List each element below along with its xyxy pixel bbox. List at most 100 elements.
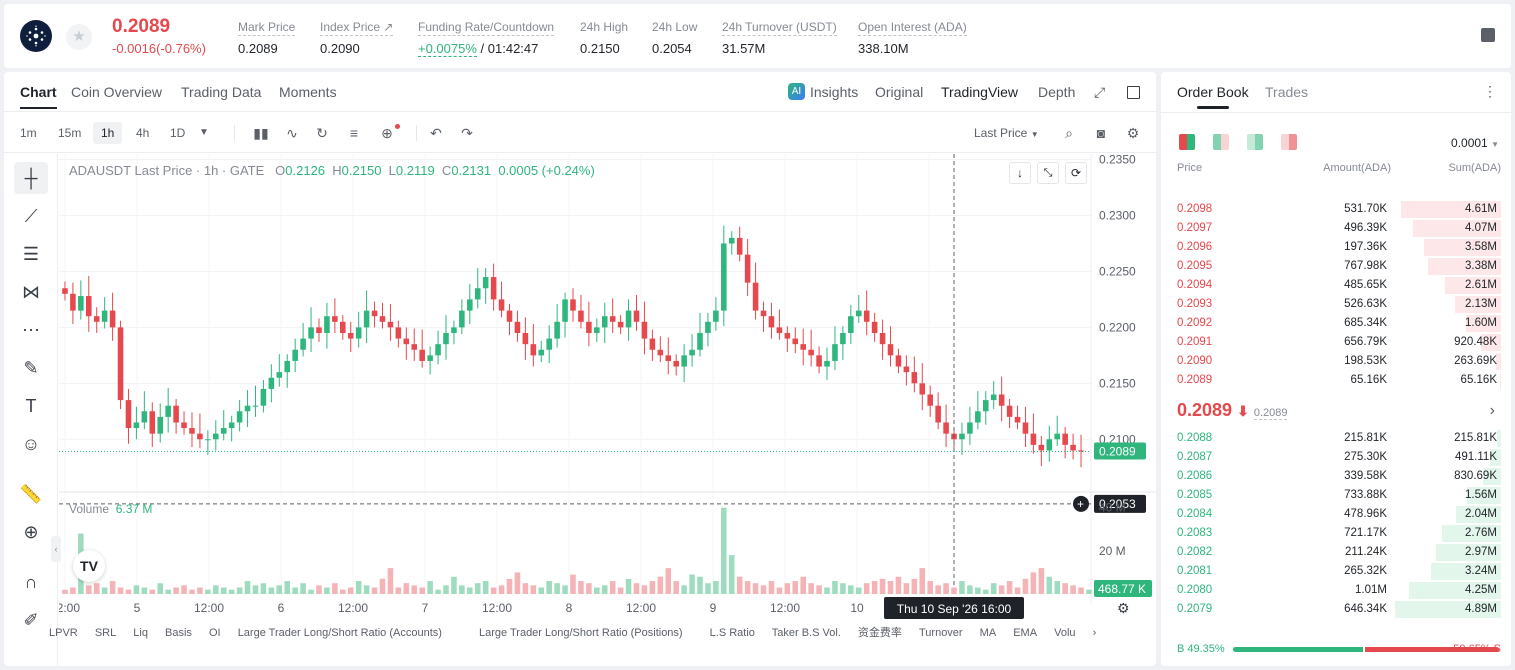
pattern-tool-icon[interactable]: ⋈ <box>22 282 40 302</box>
replay-icon[interactable]: ↻ <box>316 125 328 141</box>
ask-row[interactable]: 0.2089 65.16K 65.16K <box>1161 371 1511 390</box>
ask-row[interactable]: 0.2093 526.63K 2.13M <box>1161 295 1511 314</box>
tick-size-select[interactable]: 0.0001 ▼ <box>1451 136 1499 150</box>
collapse-left-icon[interactable]: ‹ <box>51 536 61 562</box>
magnet-tool-icon[interactable]: ∩ <box>24 572 38 592</box>
chart-area[interactable]: 0.2350 0.2300 0.2250 0.2200 0.2150 0.2100 0.20… <box>51 154 1156 666</box>
depth-bar <box>1424 239 1501 256</box>
bid-row[interactable]: 0.2079 646.34K 4.89M <box>1161 600 1511 619</box>
stat-index-price[interactable]: Index Price ↗ 0.2090 <box>320 20 394 56</box>
projection-tool-icon[interactable]: ⋯ <box>22 320 40 340</box>
price-type-select[interactable]: Last Price ▼ <box>974 126 1039 140</box>
document-icon[interactable] <box>1481 28 1495 42</box>
search-icon[interactable]: ⌕ <box>1065 125 1073 141</box>
layout-bids-icon[interactable] <box>1213 134 1229 150</box>
indicator-item[interactable]: LPVR <box>49 627 78 639</box>
indicator-item[interactable]: Liq <box>133 627 148 639</box>
emoji-tool-icon[interactable]: ☺ <box>21 434 41 454</box>
refresh-icon[interactable]: ⟳ <box>1065 162 1087 184</box>
amount-cell: 721.17K <box>1344 527 1387 539</box>
bid-row[interactable]: 0.2083 721.17K 2.76M <box>1161 524 1511 543</box>
indicator-item[interactable]: Volu <box>1054 627 1076 639</box>
ask-row[interactable]: 0.2090 198.53K 263.69K <box>1161 352 1511 371</box>
indicators-icon[interactable]: ∿ <box>286 125 298 141</box>
fib-tool-icon[interactable]: ☰ <box>22 244 40 264</box>
timeframe-4h[interactable]: 4h <box>136 126 150 140</box>
timeframe-1h[interactable]: 1h <box>93 122 123 144</box>
templates-icon[interactable]: ≡ <box>349 125 359 141</box>
ruler-tool-icon[interactable]: 📏 <box>19 484 43 504</box>
bid-row[interactable]: 0.2087 275.30K 491.11K <box>1161 448 1511 467</box>
camera-icon[interactable]: ◙ <box>1096 125 1106 141</box>
ask-row[interactable]: 0.2097 496.39K 4.07M <box>1161 219 1511 238</box>
ask-row[interactable]: 0.2098 531.70K 4.61M <box>1161 200 1511 219</box>
candlestick-chart[interactable]: 0.23500.23000.22500.22000.21500.21000.20… <box>59 154 1156 624</box>
indicator-item[interactable]: MA <box>979 627 997 639</box>
zoom-in-tool-icon[interactable]: ⊕ <box>23 522 39 542</box>
mid-price[interactable]: 0.2089 ⬇ 0.2089 <box>1177 400 1288 420</box>
settings-gear-icon[interactable]: ⚙ <box>1126 125 1140 141</box>
timeframe-1m[interactable]: 1m <box>20 126 37 140</box>
timeframe-1d[interactable]: 1D <box>170 126 186 140</box>
favorite-star-icon[interactable]: ★ <box>66 24 92 50</box>
expand-icon[interactable]: ⤢ <box>1094 84 1106 100</box>
ask-row[interactable]: 0.2094 485.65K 2.61M <box>1161 276 1511 295</box>
window-icon[interactable] <box>1127 86 1140 99</box>
pencil-lock-tool-icon[interactable]: ✐ <box>23 610 39 630</box>
layout-asks-only-icon[interactable] <box>1281 134 1297 150</box>
tab-original[interactable]: Original <box>875 84 924 100</box>
bid-row[interactable]: 0.2082 211.24K 2.97M <box>1161 543 1511 562</box>
indicator-item[interactable]: Large Trader Long/Short Ratio (Positions… <box>478 627 683 639</box>
indicator-item[interactable]: EMA <box>1013 627 1038 639</box>
chevron-right-icon[interactable]: › <box>1489 402 1495 419</box>
indicator-item[interactable]: Taker B.S Vol. <box>771 627 841 639</box>
volume-bar <box>125 589 132 594</box>
crosshair-tool-icon[interactable]: ┼ <box>14 162 48 194</box>
bid-row[interactable]: 0.2081 265.32K 3.24M <box>1161 562 1511 581</box>
volume-bar <box>919 568 926 594</box>
indicator-item[interactable]: Turnover <box>918 627 963 639</box>
indicator-item[interactable]: SRL <box>94 627 117 639</box>
price-cell: 0.2090 <box>1177 355 1213 367</box>
indicator-item[interactable]: OI <box>209 627 221 639</box>
caret-down-icon[interactable]: ▼ <box>199 127 209 138</box>
layout-bids-only-icon[interactable] <box>1247 134 1263 150</box>
more-icon[interactable]: ⋮ <box>1483 83 1497 99</box>
add-alert-icon[interactable]: ⊕ <box>381 125 393 141</box>
tab-insights[interactable]: Insights <box>810 84 859 100</box>
tradingview-logo[interactable]: TV <box>73 550 105 582</box>
tab-order-book[interactable]: Order Book <box>1177 84 1249 109</box>
bid-row[interactable]: 0.2080 1.01M 4.25M <box>1161 581 1511 600</box>
ask-row[interactable]: 0.2096 197.36K 3.58M <box>1161 238 1511 257</box>
indicator-item[interactable]: Large Trader Long/Short Ratio (Accounts) <box>237 627 442 639</box>
bid-row[interactable]: 0.2088 215.81K 215.81K <box>1161 429 1511 448</box>
trendline-tool-icon[interactable]: ⟋ <box>24 206 38 226</box>
scale-settings-icon[interactable]: ⚙ <box>1117 600 1130 616</box>
brush-tool-icon[interactable]: ✎ <box>23 358 39 378</box>
tab-coin-overview[interactable]: Coin Overview <box>71 84 163 100</box>
indicator-item[interactable]: Basis <box>165 627 192 639</box>
arrow-down-icon[interactable]: ↓ <box>1009 162 1031 184</box>
bid-row[interactable]: 0.2085 733.88K 1.56M <box>1161 486 1511 505</box>
bid-row[interactable]: 0.2084 478.96K 2.04M <box>1161 505 1511 524</box>
layout-both-icon[interactable] <box>1179 134 1195 150</box>
timeframe-15m[interactable]: 15m <box>58 126 82 140</box>
redo-icon[interactable]: ↷ <box>461 125 473 141</box>
indicator-item[interactable]: L.S Ratio <box>709 627 755 639</box>
tab-trades[interactable]: Trades <box>1265 84 1309 100</box>
indicator-item[interactable]: 资金费率 <box>857 627 902 639</box>
tab-chart[interactable]: Chart <box>20 84 57 109</box>
chevron-right-icon[interactable]: › <box>1092 627 1097 639</box>
tab-tradingview[interactable]: TradingView <box>941 84 1019 100</box>
candle-type-icon[interactable]: ▮▮ <box>253 125 269 141</box>
tab-moments[interactable]: Moments <box>279 84 337 100</box>
collapse-icon[interactable]: ⤡ <box>1037 162 1059 184</box>
ask-row[interactable]: 0.2092 685.34K 1.60M <box>1161 314 1511 333</box>
ask-row[interactable]: 0.2095 767.98K 3.38M <box>1161 257 1511 276</box>
text-tool-icon[interactable]: T <box>25 396 37 416</box>
ask-row[interactable]: 0.2091 656.79K 920.48K <box>1161 333 1511 352</box>
tab-depth[interactable]: Depth <box>1038 84 1076 100</box>
undo-icon[interactable]: ↶ <box>430 125 442 141</box>
bid-row[interactable]: 0.2086 339.58K 830.69K <box>1161 467 1511 486</box>
tab-trading-data[interactable]: Trading Data <box>181 84 262 100</box>
